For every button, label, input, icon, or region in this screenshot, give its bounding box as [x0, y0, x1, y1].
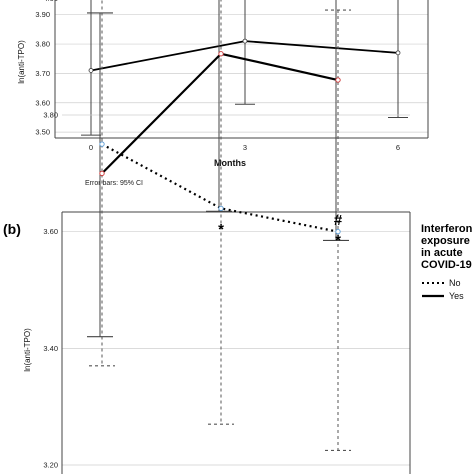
panel-a-y-tick: 3.70 [35, 69, 50, 78]
panel-a-point [88, 68, 94, 73]
panel-b-y-tick: 3.60 [43, 227, 58, 236]
panel-a-x-tick: 0 [89, 143, 93, 152]
panel-a-error-bar [235, 0, 255, 105]
panel-a-y-tick: 3.60 [35, 98, 50, 107]
panel-a-error-bar-note: Error bars: 95% CI [85, 180, 143, 187]
panel-a-x-axis-label: Months [214, 158, 246, 168]
panel-b-series-line-no [101, 143, 339, 233]
chart-panel-b: (b) 3.203.403.603.804.004.20 **# ln(anti… [3, 0, 473, 474]
panel-b-point-no [99, 141, 105, 147]
panel-a-y-tick: 3.80 [35, 40, 50, 49]
panel-a-error-bars [81, 0, 408, 136]
panel-b-point-yes [218, 51, 224, 57]
panel-b-error-bar-no [208, 0, 234, 425]
panel-b-y-axis-label: ln(anti-TPO) [23, 328, 32, 372]
panel-b-annotation: * [335, 232, 341, 249]
legend-title-line-3: in acute [421, 247, 463, 259]
panel-b-error-bar-yes [323, 0, 349, 241]
panel-b-y-tick: 3.40 [43, 344, 58, 353]
legend-item-yes: Yes [449, 291, 464, 301]
panel-a-error-bar [81, 0, 101, 136]
panel-a-x-tick-labels: 0 3 6 [89, 143, 400, 152]
chart-panel-a: 3.50 3.60 3.70 3.80 3.90 0 3 6 ln(anti-TPO) Mo… [17, 0, 429, 187]
panel-b-y-tick: 3.20 [43, 461, 58, 470]
panel-b-y-tick-labels: 3.203.403.603.804.004.20 [43, 0, 58, 470]
panel-b-legend: Interferon exposure in acute COVID-19 No… [421, 223, 473, 301]
panel-a-points [88, 38, 401, 73]
panel-a-x-tick: 6 [396, 143, 400, 152]
panel-b-y-tick: 4.00 [43, 0, 58, 3]
panel-b-label: (b) [3, 221, 21, 237]
panel-a-y-axis-label: ln(anti-TPO) [17, 40, 26, 84]
panel-b-annotation: # [334, 212, 343, 229]
panel-b-point-yes [99, 170, 105, 177]
panel-b-point-yes [335, 77, 341, 83]
panel-b-error-bar-no [89, 0, 115, 367]
legend-title-line-1: Interferon [421, 223, 473, 235]
panel-b-error-bar-no [325, 9, 351, 451]
legend-title-line-4: COVID-19 [421, 259, 472, 271]
panel-a-x-tick: 3 [243, 143, 247, 152]
panel-b-series-lines [101, 52, 339, 233]
panel-a-point [395, 50, 401, 56]
panel-a-y-tick: 3.90 [35, 10, 50, 19]
panel-b-annotations: * * # [218, 212, 343, 249]
panel-b-gridlines [62, 114, 410, 466]
panel-a-y-tick-labels: 3.50 3.60 3.70 3.80 3.90 [35, 10, 50, 136]
panel-a-gridlines [55, 14, 428, 133]
panel-b-points [99, 51, 341, 235]
panel-b-point-no [218, 205, 224, 211]
panel-a-error-bar [388, 0, 408, 118]
legend-item-no: No [449, 278, 461, 288]
panel-b-error-bar-yes [206, 0, 232, 212]
panel-b-point-no [335, 229, 341, 235]
panel-b-y-tick: 3.80 [43, 111, 58, 120]
panel-a-y-tick: 3.50 [35, 128, 50, 137]
legend-title-line-2: exposure [421, 235, 470, 247]
panel-a-point [242, 38, 248, 44]
panel-b-series-line-yes [101, 52, 339, 175]
panel-b-annotation: * [218, 221, 224, 238]
